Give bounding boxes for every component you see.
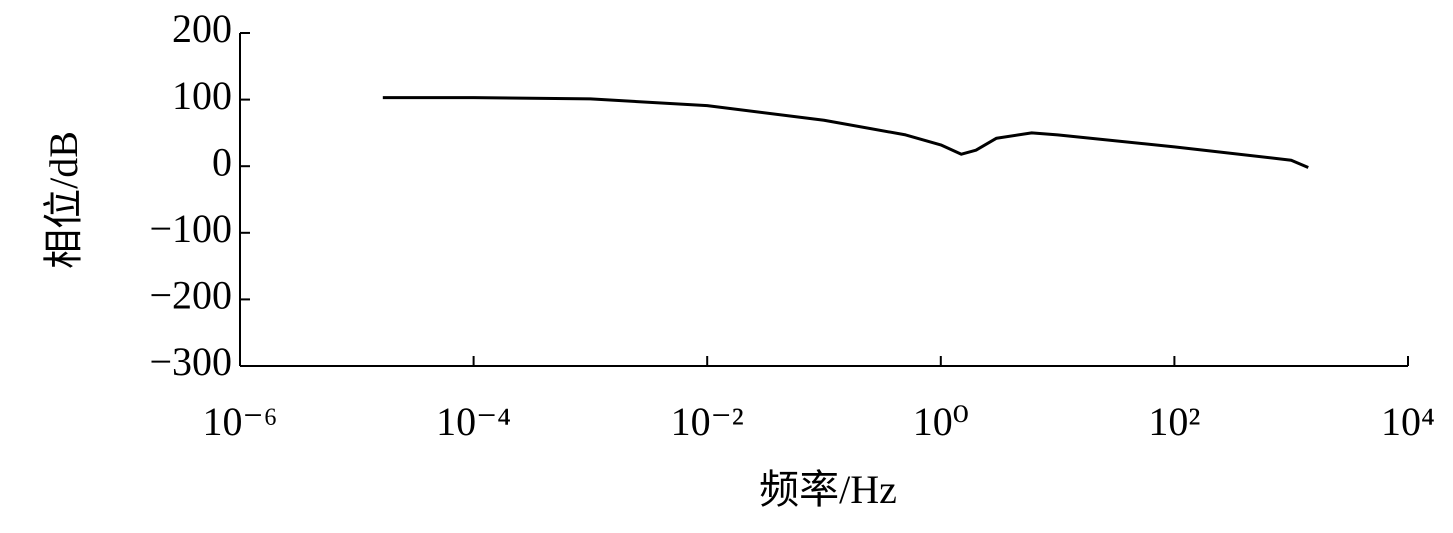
- x-tick-label: 10⁻⁶: [202, 399, 277, 444]
- y-tick-label: −100: [149, 206, 232, 251]
- y-tick-label: 200: [172, 6, 232, 51]
- x-axis-label: 频率/Hz: [759, 467, 897, 512]
- x-tick-label: 10⁻⁴: [436, 399, 511, 444]
- y-tick-label: −200: [149, 273, 232, 318]
- y-tick-label: 0: [212, 139, 232, 184]
- data-line: [382, 96, 1309, 169]
- x-tick-label: 10²: [1148, 399, 1200, 444]
- x-tick-label: 10⁴: [1381, 399, 1435, 444]
- y-tick-label: −300: [149, 339, 232, 384]
- x-tick-label: 10⁻²: [671, 399, 744, 444]
- y-tick-label: 100: [172, 73, 232, 118]
- y-axis-label: 相位/dB: [41, 131, 86, 269]
- x-tick-label: 10⁰: [913, 399, 969, 444]
